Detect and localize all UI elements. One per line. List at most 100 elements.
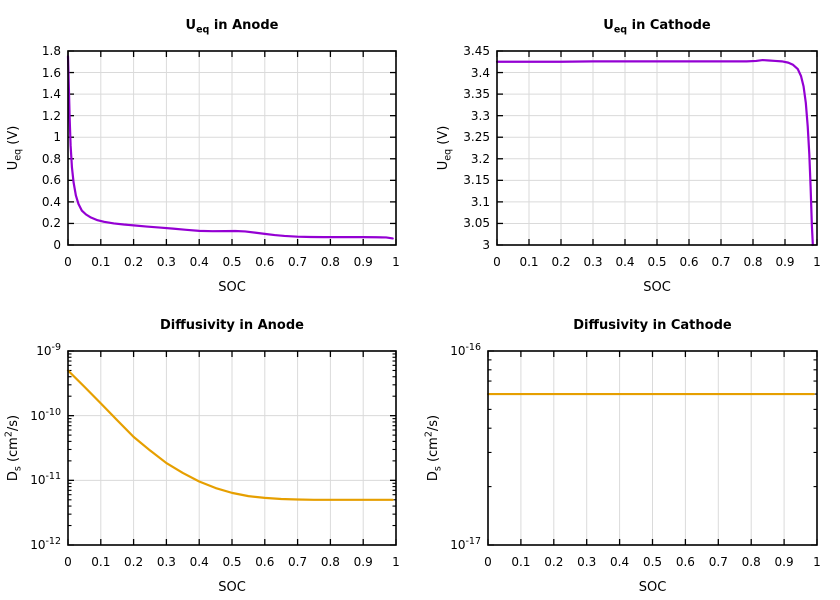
plot-area-diffusivity-cathode	[486, 350, 818, 546]
x-tick-label: 0.3	[156, 255, 176, 269]
x-axis-label-ueq-cathode: SOC	[643, 280, 671, 295]
x-tick-label: 1	[392, 255, 400, 269]
tick-labels-ueq-anode: 0 0.1 0.2 0.3 0.4 0.5 0.6 0.7 0.8 0.9 1 0 0.2 0.4 0.6 0…	[0, 0, 420, 300]
y-tick-label: 3.45	[463, 44, 490, 58]
x-tick-label: 0	[64, 555, 72, 569]
ylabel-subscript: eq	[12, 148, 24, 161]
x-axis-label-ueq-anode: SOC	[218, 280, 246, 295]
chart-title-ueq-anode: Ueq in Anode	[68, 17, 396, 35]
plot-frame	[67, 50, 397, 246]
x-tick-label: 0.4	[615, 255, 635, 269]
y-tick-label: 3.3	[470, 108, 490, 123]
y-tick-label: 10-10	[0, 406, 61, 424]
tick-label-base: 10	[30, 408, 46, 423]
ylabel-superscript: 2	[423, 431, 435, 438]
tick-label-exponent: -16	[465, 342, 481, 353]
y-axis-label-diffusivity-cathode: Ds (cm2/s)	[423, 373, 444, 523]
tick-label-exponent: -9	[51, 342, 61, 353]
x-tick-label: 0.2	[544, 555, 564, 569]
title-subscript: eq	[196, 24, 210, 36]
x-tick-label: 0.1	[511, 555, 531, 569]
ylabel-text: (V)	[6, 125, 21, 149]
ylabel-text: (V)	[436, 125, 451, 149]
y-tick-label: 0.4	[41, 194, 61, 209]
tick-label-base: 10	[450, 538, 466, 552]
x-tick-label: 0.5	[642, 555, 663, 569]
ylabel-text: U	[436, 160, 451, 171]
plot-area-ueq-anode	[66, 50, 397, 246]
x-tick-label: 0.8	[320, 255, 340, 269]
y-tick-label: 10-12	[0, 537, 61, 553]
ylabel-subscript: s	[12, 466, 24, 472]
plot-area-diffusivity-anode	[66, 350, 397, 546]
x-tick-label: 0.4	[189, 255, 209, 269]
x-tick-label: 0.7	[288, 255, 308, 269]
title-subscript: eq	[613, 24, 628, 36]
x-tick-label: 0.8	[741, 555, 761, 569]
title-text: U	[603, 18, 614, 33]
x-tick-label: 0.7	[708, 555, 728, 569]
y-tick-label: 3.2	[470, 151, 490, 166]
y-tick-label: 1	[53, 130, 61, 145]
subplot-ueq-cathode: 0 0.1 0.2 0.3 0.4 0.5 0.6 0.7 0.8 0.9 1 3 3.05 3.1 3.1…	[420, 0, 840, 300]
x-axis-label-diffusivity-cathode: SOC	[638, 580, 667, 595]
tick-label-exponent: -10	[45, 406, 61, 418]
subplot-diffusivity-anode: 0 0.1 0.2 0.3 0.4 0.5 0.6 0.7 0.8 0.9 1 10-12 10-11 1…	[0, 300, 420, 600]
y-tick-label: 10-9	[0, 343, 61, 359]
ylabel-subscript: s	[432, 466, 444, 472]
tick-label-exponent: -11	[45, 471, 61, 483]
x-axis-label-diffusivity-anode: SOC	[218, 580, 246, 595]
y-tick-label: 1.8	[41, 44, 61, 58]
tick-labels-diffusivity-cathode: 0 0.1 0.2 0.3 0.4 0.5 0.6 0.7 0.8 0.9 1 10-17 10-16	[420, 300, 840, 600]
ylabel-superscript: 2	[3, 431, 15, 438]
plot-frame	[496, 50, 818, 246]
data-curve-ueq-cathode	[495, 58, 814, 247]
ylabel-text: /s)	[6, 414, 21, 432]
x-tick-label: 0.6	[675, 555, 695, 569]
y-tick-label: 1.2	[41, 108, 61, 123]
x-tick-label: 0.7	[288, 555, 308, 569]
title-text: in Cathode	[627, 18, 711, 33]
tick-label-base: 10	[30, 473, 46, 488]
tick-label-base: 10	[450, 344, 466, 358]
title-text: Diffusivity in Cathode	[573, 318, 732, 333]
y-tick-label: 0.8	[41, 151, 61, 166]
x-tick-label: 0.1	[91, 555, 111, 569]
x-tick-label: 0.3	[156, 555, 176, 569]
x-tick-label: 0.9	[774, 555, 794, 569]
x-tick-label: 0	[484, 555, 492, 569]
plot-frame	[67, 350, 397, 546]
x-tick-label: 0.1	[91, 255, 111, 269]
tick-label-exponent: -12	[45, 536, 61, 547]
ylabel-text: U	[6, 160, 21, 171]
y-axis-label-diffusivity-anode: Ds (cm2/s)	[3, 373, 24, 523]
x-tick-label: 0.8	[743, 255, 763, 269]
ylabel-text: (cm	[426, 437, 441, 467]
y-tick-label: 1.4	[41, 87, 61, 102]
y-tick-label: 0.6	[41, 173, 61, 188]
y-axis-label-ueq-cathode: Ueq (V)	[435, 73, 454, 223]
y-tick-label: 3.35	[463, 87, 490, 102]
chart-title-ueq-cathode: Ueq in Cathode	[497, 17, 817, 35]
y-tick-label: 3.05	[463, 216, 490, 231]
title-text: in Anode	[209, 18, 279, 33]
tick-label-exponent: -17	[465, 536, 481, 547]
data-curve-diffusivity-anode	[66, 369, 394, 501]
data-curve-ueq-anode	[66, 55, 394, 240]
x-tick-label: 0.3	[583, 255, 603, 269]
y-tick-label: 3.25	[463, 130, 490, 145]
x-tick-label: 0.5	[222, 555, 242, 569]
x-tick-label: 0.9	[353, 255, 373, 269]
y-tick-label: 3.4	[470, 65, 490, 80]
y-tick-label: 0.2	[41, 216, 61, 231]
subplot-diffusivity-cathode: 0 0.1 0.2 0.3 0.4 0.5 0.6 0.7 0.8 0.9 1 10-17 10-16 …	[420, 300, 840, 600]
x-tick-label: 0.9	[775, 255, 795, 269]
y-tick-label: 3.15	[463, 173, 490, 188]
tick-labels-diffusivity-anode: 0 0.1 0.2 0.3 0.4 0.5 0.6 0.7 0.8 0.9 1 10-12 10-11 1…	[0, 300, 420, 600]
ylabel-subscript: eq	[442, 148, 454, 161]
x-tick-label: 0.6	[679, 255, 699, 269]
y-tick-label: 0	[53, 238, 61, 252]
x-tick-label: 0.4	[189, 555, 209, 569]
x-tick-label: 0.5	[647, 255, 667, 269]
x-tick-label: 0.7	[711, 255, 731, 269]
